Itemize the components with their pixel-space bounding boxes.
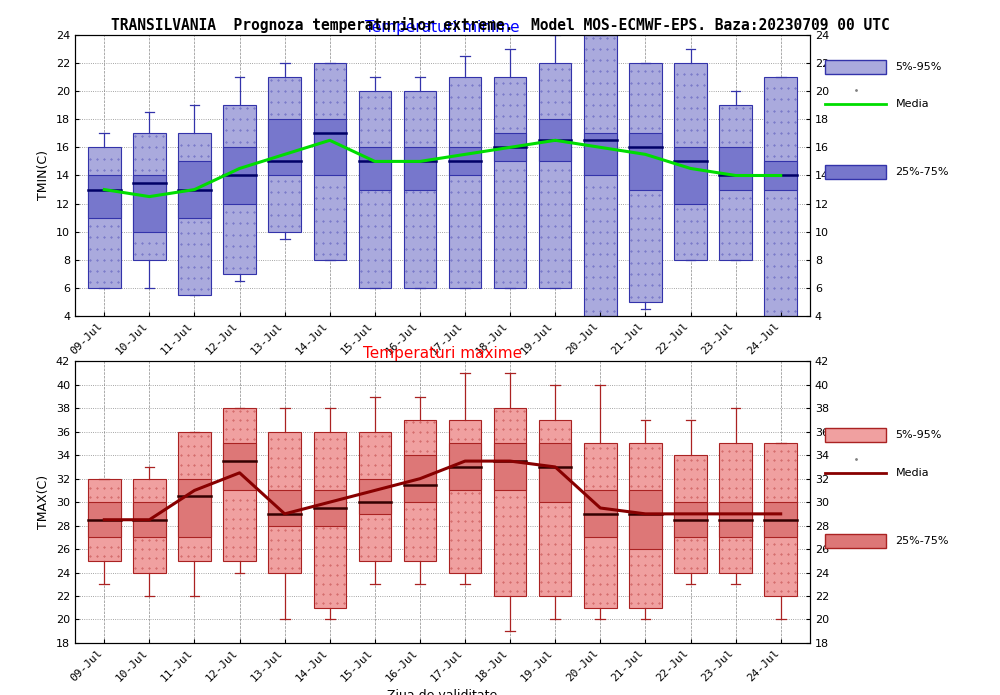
Bar [449, 443, 481, 491]
Bar [404, 147, 436, 190]
Bar [223, 147, 256, 204]
Text: TRANSILVANIA  Prognoza temperaturilor extreme.  Model MOS-ECMWF-EPS. Baza:202307: TRANSILVANIA Prognoza temperaturilor ext… [111, 17, 889, 33]
Bar [719, 502, 752, 537]
Bar [178, 133, 211, 295]
Text: Media: Media [896, 99, 929, 109]
Bar [359, 479, 391, 514]
Bar [88, 479, 121, 561]
Bar [314, 432, 346, 607]
Text: 25%-75%: 25%-75% [896, 536, 949, 546]
Bar [719, 443, 752, 573]
Text: 5%-95%: 5%-95% [896, 62, 942, 72]
Bar [494, 77, 526, 288]
Bar [268, 432, 301, 573]
Bar [539, 119, 571, 161]
Bar [674, 147, 707, 204]
Bar [719, 147, 752, 190]
Bar [764, 161, 797, 190]
Bar [314, 491, 346, 525]
Bar [825, 165, 886, 179]
Y-axis label: TMIN(C): TMIN(C) [37, 151, 50, 200]
Bar [133, 479, 166, 573]
Bar [404, 91, 436, 288]
X-axis label: Ziua de validitate: Ziua de validitate [387, 362, 498, 375]
Bar [764, 502, 797, 537]
Bar [88, 175, 121, 218]
Bar [178, 432, 211, 561]
Title: Temperaturi maxime: Temperaturi maxime [363, 346, 522, 361]
Bar [674, 455, 707, 573]
Bar [223, 105, 256, 274]
Bar [584, 133, 617, 175]
Bar [404, 455, 436, 502]
Bar [674, 63, 707, 260]
Bar [449, 77, 481, 288]
Bar [629, 133, 662, 190]
Bar [314, 63, 346, 260]
X-axis label: Ziua de validitate: Ziua de validitate [387, 689, 498, 695]
Bar [404, 420, 436, 561]
Bar [584, 491, 617, 537]
Bar [825, 428, 886, 442]
Bar [539, 63, 571, 288]
Bar [88, 147, 121, 288]
Bar [539, 420, 571, 596]
Bar [494, 133, 526, 161]
Bar [223, 443, 256, 491]
Bar [539, 443, 571, 502]
Bar [359, 147, 391, 190]
Bar [88, 502, 121, 537]
Bar [178, 479, 211, 537]
Bar [825, 60, 886, 74]
Bar [449, 420, 481, 573]
Bar [359, 91, 391, 288]
Bar [719, 105, 752, 260]
Bar [764, 443, 797, 596]
Bar [133, 176, 166, 232]
Bar [314, 120, 346, 175]
Bar [449, 147, 481, 175]
Bar [268, 77, 301, 232]
Bar [764, 77, 797, 316]
Title: Temperaturi minime: Temperaturi minime [365, 19, 520, 35]
Bar [494, 408, 526, 596]
Bar [629, 491, 662, 549]
Bar [268, 491, 301, 525]
Y-axis label: TMAX(C): TMAX(C) [37, 475, 50, 529]
Bar [629, 443, 662, 607]
Bar [133, 502, 166, 537]
Text: 5%-95%: 5%-95% [896, 430, 942, 440]
Bar [223, 408, 256, 561]
Bar [629, 63, 662, 302]
Bar [825, 534, 886, 548]
Bar [268, 120, 301, 175]
Bar [584, 443, 617, 607]
Bar [674, 502, 707, 537]
Bar [494, 443, 526, 491]
Bar [359, 432, 391, 561]
Bar [584, 35, 617, 316]
Bar [133, 133, 166, 260]
Text: 25%-75%: 25%-75% [896, 167, 949, 177]
Bar [178, 161, 211, 218]
Text: Media: Media [896, 468, 929, 477]
